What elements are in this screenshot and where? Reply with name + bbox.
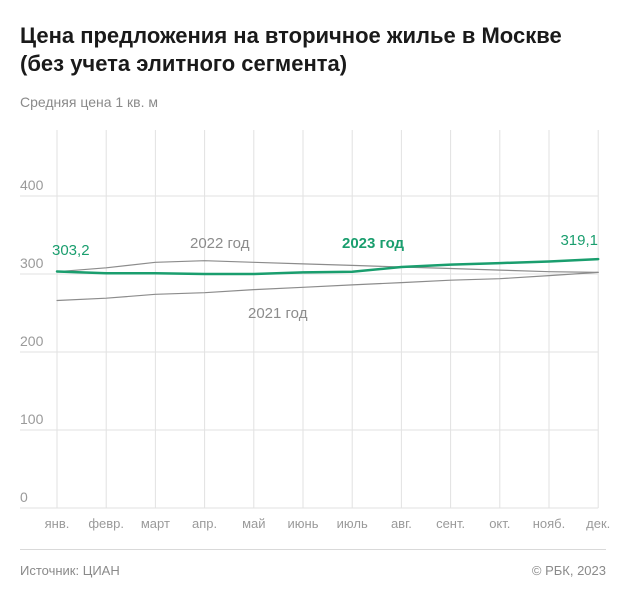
y-tick-label: 100 <box>20 411 44 427</box>
x-tick-label: дек. <box>586 516 610 531</box>
line-chart: 0 100 200 300 400 янв. февр. март апр. май июнь июл… <box>20 130 610 531</box>
x-tick-label: авг. <box>391 516 412 531</box>
series-label: 2021 год <box>248 305 308 322</box>
series-label: 2023 год <box>342 235 405 252</box>
footer-divider <box>20 549 606 550</box>
data-label-start: 303,2 <box>52 242 90 259</box>
y-tick-label: 300 <box>20 255 44 271</box>
chart-subtitle: Средняя цена 1 кв. м <box>20 94 159 110</box>
x-tick-label: июнь <box>288 516 319 531</box>
data-label-end: 319,1 <box>560 232 598 249</box>
series-line <box>56 271 599 302</box>
y-tick-label: 0 <box>20 489 28 505</box>
x-tick-label: окт. <box>489 516 510 531</box>
x-tick-label: апр. <box>192 516 217 531</box>
series-label: 2022 год <box>190 235 250 252</box>
x-tick-label: янв. <box>45 516 70 531</box>
y-tick-label: 400 <box>20 177 44 193</box>
x-tick-label: сент. <box>436 516 465 531</box>
y-tick-label: 200 <box>20 333 44 349</box>
x-tick-label: февр. <box>88 516 124 531</box>
x-tick-label: март <box>141 516 170 531</box>
chart-title: Цена предложения на вторичное жилье в Мо… <box>20 23 562 76</box>
series-line <box>55 257 600 276</box>
series-line <box>56 260 599 273</box>
x-tick-label: июль <box>337 516 368 531</box>
x-tick-label: май <box>242 516 265 531</box>
source-note: Источник: ЦИАН <box>20 563 120 578</box>
copyright-note: © РБК, 2023 <box>531 563 606 578</box>
x-tick-label: нояб. <box>533 516 566 531</box>
